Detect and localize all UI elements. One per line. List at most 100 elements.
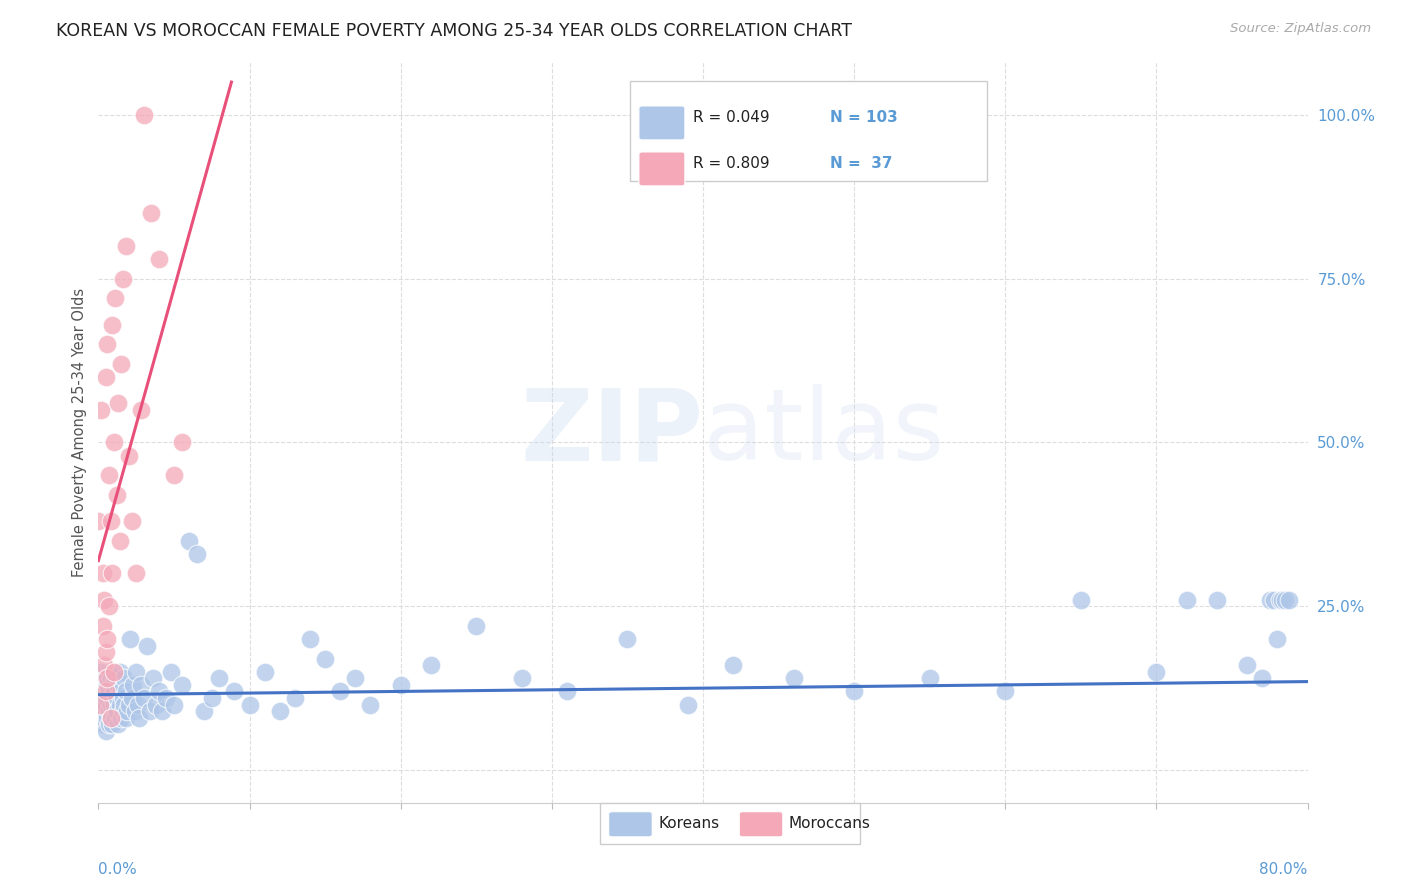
Point [344, 671, 367, 685]
Point [107, 717, 129, 731]
Point [148, 684, 170, 698]
Point [96, 671, 118, 685]
Text: Moroccans: Moroccans [789, 816, 870, 831]
Point [91, 684, 114, 698]
Point [101, 690, 124, 705]
Point [94, 671, 117, 685]
Point [193, 704, 215, 718]
Point [135, 639, 157, 653]
Point [163, 698, 186, 712]
Point [89, 698, 111, 712]
Text: Source: ZipAtlas.com: Source: ZipAtlas.com [1230, 22, 1371, 36]
Point [555, 684, 578, 698]
Point [93, 704, 115, 718]
Point [94, 684, 117, 698]
Point [89, 711, 111, 725]
Point [163, 468, 186, 483]
Point [112, 671, 135, 685]
Point [98, 717, 121, 731]
Point [145, 698, 167, 712]
Point [389, 678, 412, 692]
Point [269, 704, 291, 718]
Point [170, 678, 193, 692]
Point [360, 698, 382, 712]
Point [108, 665, 131, 679]
Point [1278, 592, 1301, 607]
Point [141, 206, 163, 220]
Point [132, 108, 155, 122]
Text: ZIP: ZIP [520, 384, 703, 481]
Point [112, 698, 135, 712]
Point [110, 357, 132, 371]
Point [96, 690, 118, 705]
Point [111, 704, 134, 718]
Point [100, 711, 122, 725]
Point [90, 402, 112, 417]
Point [128, 711, 150, 725]
Point [101, 318, 124, 332]
Point [420, 658, 443, 673]
Point [105, 704, 128, 718]
Point [155, 690, 177, 705]
Point [127, 698, 149, 712]
Point [118, 698, 141, 712]
Text: R = 0.809: R = 0.809 [693, 156, 770, 171]
Text: N = 103: N = 103 [830, 111, 897, 126]
Point [1274, 592, 1296, 607]
Point [98, 684, 121, 698]
Point [93, 592, 115, 607]
Point [139, 704, 162, 718]
Point [103, 698, 125, 712]
Point [96, 711, 118, 725]
Text: 80.0%: 80.0% [1260, 862, 1308, 877]
Point [101, 566, 124, 581]
Point [676, 698, 699, 712]
Point [107, 678, 129, 692]
Point [150, 704, 173, 718]
Point [103, 435, 125, 450]
Point [253, 665, 276, 679]
Point [96, 632, 118, 646]
Point [93, 690, 115, 705]
Point [90, 665, 112, 679]
Point [314, 651, 336, 665]
Point [94, 645, 117, 659]
Point [723, 658, 745, 673]
Point [104, 291, 127, 305]
FancyBboxPatch shape [630, 81, 987, 181]
Point [239, 698, 262, 712]
Point [125, 566, 148, 581]
Point [284, 690, 307, 705]
Point [104, 711, 127, 725]
Point [1271, 592, 1294, 607]
Point [1236, 658, 1258, 673]
Point [994, 684, 1017, 698]
Point [1263, 592, 1285, 607]
Point [1070, 592, 1092, 607]
Point [129, 402, 152, 417]
Text: R = 0.049: R = 0.049 [693, 111, 770, 126]
Point [160, 665, 183, 679]
Y-axis label: Female Poverty Among 25-34 Year Olds: Female Poverty Among 25-34 Year Olds [72, 288, 87, 577]
FancyBboxPatch shape [600, 803, 860, 844]
Point [114, 239, 136, 253]
Point [98, 468, 121, 483]
Point [1206, 592, 1229, 607]
Point [120, 632, 142, 646]
FancyBboxPatch shape [638, 152, 685, 186]
Point [299, 632, 322, 646]
Point [100, 698, 122, 712]
Text: atlas: atlas [703, 384, 945, 481]
Point [844, 684, 866, 698]
Point [224, 684, 246, 698]
Point [101, 717, 124, 731]
FancyBboxPatch shape [638, 106, 685, 140]
Point [100, 514, 122, 528]
FancyBboxPatch shape [609, 812, 652, 837]
Point [100, 671, 122, 685]
Point [121, 514, 143, 528]
Point [329, 684, 352, 698]
Point [91, 619, 114, 633]
Point [148, 252, 170, 266]
Point [122, 678, 145, 692]
